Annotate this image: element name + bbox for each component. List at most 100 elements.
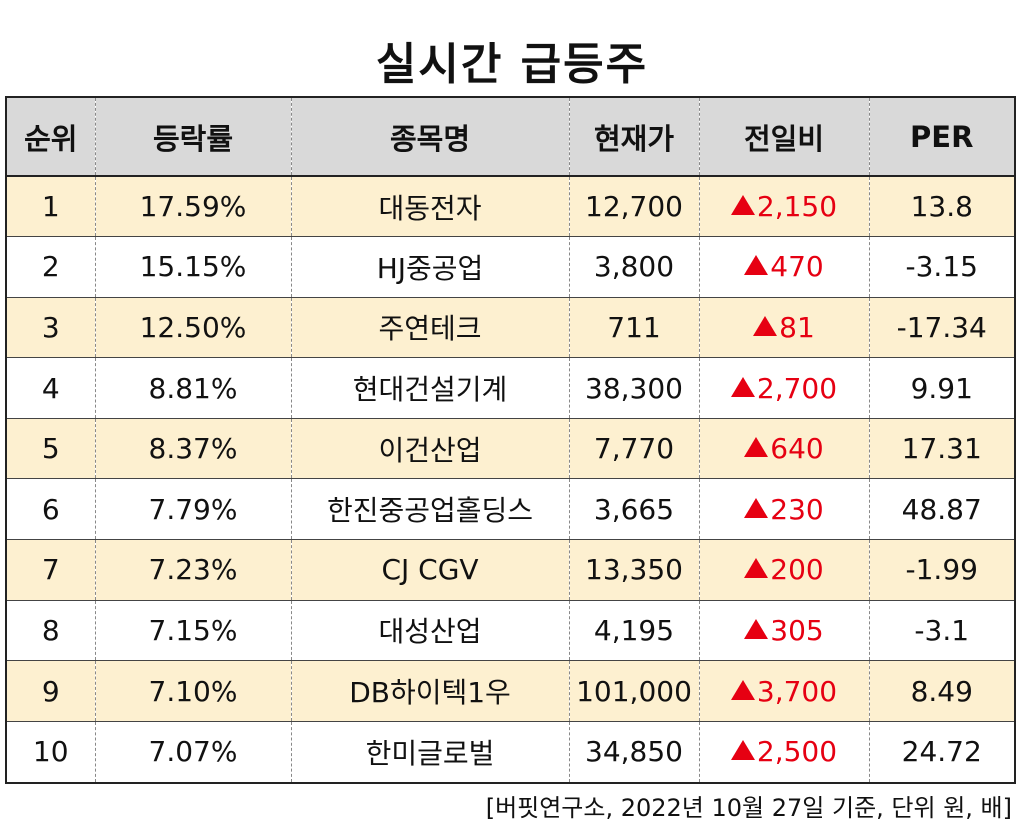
diff-cell: 470 [698, 236, 869, 298]
up-triangle-icon [744, 497, 769, 518]
header-change-rate: 등락률 [94, 98, 291, 177]
change-rate-cell: 7.79% [94, 478, 291, 541]
change-rate-cell: 8.81% [94, 357, 291, 419]
stock-name-cell: 대동전자 [290, 176, 569, 238]
diff-cell: 2,500 [698, 721, 869, 782]
rank-cell: 4 [7, 357, 95, 419]
rank-cell: 6 [7, 478, 95, 541]
diff-cell: 305 [698, 600, 869, 662]
price-cell: 38,300 [568, 357, 699, 419]
per-cell: 8.49 [868, 660, 1014, 722]
per-cell: 24.72 [868, 721, 1014, 782]
stock-name-cell: DB하이텍1우 [290, 660, 569, 722]
table-body: 1 17.59% 대동전자 12,700 2,150 13.8 2 15.15% HJ중공업 3,… [7, 176, 1014, 782]
header-stock-name: 종목명 [290, 98, 569, 177]
diff-cell: 3,700 [698, 660, 869, 722]
per-cell: 17.31 [868, 418, 1014, 480]
table-row: 7 7.23% CJ CGV 13,350 200 -1.99 [7, 539, 1014, 601]
page-title: 실시간 급등주 [375, 39, 649, 90]
diff-cell: 2,150 [698, 176, 869, 238]
stock-name-cell: CJ CGV [290, 539, 569, 601]
up-triangle-icon [753, 315, 778, 336]
diff-value: 640 [770, 432, 824, 466]
price-cell: 4,195 [568, 600, 699, 662]
table-row: 8 7.15% 대성산업 4,195 305 -3.1 [7, 600, 1014, 662]
diff-cell: 2,700 [698, 357, 869, 419]
per-cell: -1.99 [868, 539, 1014, 601]
stock-name-cell: 대성산업 [290, 600, 569, 662]
header-rank: 순위 [7, 98, 95, 177]
stock-table: 순위 등락률 종목명 현재가 전일비 PER 1 17.59% 대동전자 12,700… [7, 98, 1014, 782]
rank-cell: 9 [7, 660, 95, 722]
price-cell: 12,700 [568, 176, 699, 238]
up-triangle-icon [730, 740, 755, 761]
header-price: 현재가 [568, 98, 699, 177]
rank-cell: 8 [7, 600, 95, 662]
change-rate-cell: 7.15% [94, 600, 291, 662]
stock-name-cell: HJ중공업 [290, 236, 569, 298]
change-rate-cell: 7.07% [94, 721, 291, 782]
header-diff: 전일비 [698, 98, 869, 177]
per-cell: -3.1 [868, 600, 1014, 662]
diff-value: 2,700 [756, 371, 838, 405]
change-rate-cell: 8.37% [94, 418, 291, 480]
table-row: 10 7.07% 한미글로벌 34,850 2,500 24.72 [7, 721, 1014, 782]
diff-value: 81 [779, 310, 815, 344]
change-rate-cell: 15.15% [94, 236, 291, 298]
table-row: 4 8.81% 현대건설기계 38,300 2,700 9.91 [7, 357, 1014, 419]
rank-cell: 7 [7, 539, 95, 601]
price-cell: 711 [568, 297, 699, 359]
per-cell: 48.87 [868, 478, 1014, 541]
diff-value: 200 [770, 553, 824, 587]
change-rate-cell: 17.59% [94, 176, 291, 238]
diff-value: 2,500 [756, 735, 838, 769]
price-cell: 34,850 [568, 721, 699, 782]
diff-value: 230 [770, 492, 824, 526]
change-rate-cell: 12.50% [94, 297, 291, 359]
stock-name-cell: 주연테크 [290, 297, 569, 359]
stock-name-cell: 이건산업 [290, 418, 569, 480]
table-row: 2 15.15% HJ중공업 3,800 470 -3.15 [7, 236, 1014, 298]
price-cell: 7,770 [568, 418, 699, 480]
rank-cell: 2 [7, 236, 95, 298]
up-triangle-icon [730, 679, 755, 700]
price-cell: 3,665 [568, 478, 699, 541]
per-cell: -17.34 [868, 297, 1014, 359]
rank-cell: 10 [32, 735, 69, 769]
price-cell: 13,350 [568, 539, 699, 601]
table-row: 1 17.59% 대동전자 12,700 2,150 13.8 [7, 176, 1014, 238]
up-triangle-icon [730, 376, 755, 397]
stock-name-cell: 한진중공업홀딩스 [290, 478, 569, 541]
diff-value: 305 [770, 613, 824, 647]
up-triangle-icon [744, 618, 769, 639]
diff-value: 2,150 [756, 190, 838, 224]
up-triangle-icon [730, 195, 755, 216]
diff-cell: 200 [698, 539, 869, 601]
rank-cell: 3 [7, 297, 95, 359]
diff-cell: 81 [698, 297, 869, 359]
table-row: 5 8.37% 이건산업 7,770 640 17.31 [7, 418, 1014, 480]
up-triangle-icon [744, 558, 769, 579]
table-row: 6 7.79% 한진중공업홀딩스 3,665 230 48.87 [7, 478, 1014, 541]
diff-value: 470 [770, 250, 824, 284]
price-cell: 3,800 [568, 236, 699, 298]
per-cell: 13.8 [868, 176, 1014, 238]
header-per: PER [868, 98, 1014, 177]
diff-cell: 640 [698, 418, 869, 480]
rank-cell: 5 [7, 418, 95, 480]
up-triangle-icon [744, 437, 769, 458]
up-triangle-icon [744, 255, 769, 276]
price-cell: 101,000 [568, 660, 699, 722]
change-rate-cell: 7.23% [94, 539, 291, 601]
per-cell: -3.15 [868, 236, 1014, 298]
rank-cell: 1 [7, 176, 95, 238]
table-header-row: 순위 등락률 종목명 현재가 전일비 PER [7, 98, 1014, 177]
stock-table-container: 순위 등락률 종목명 현재가 전일비 PER 1 17.59% 대동전자 12,700… [5, 96, 1016, 784]
diff-cell: 230 [698, 478, 869, 541]
diff-value: 3,700 [756, 674, 838, 708]
table-row: 9 7.10% DB하이텍1우 101,000 3,700 8.49 [7, 660, 1014, 722]
per-cell: 9.91 [868, 357, 1014, 419]
change-rate-cell: 7.10% [94, 660, 291, 722]
stock-name-cell: 한미글로벌 [290, 721, 569, 782]
source-footnote: [버핏연구소, 2022년 10월 27일 기준, 단위 원, 배] [485, 794, 1012, 822]
